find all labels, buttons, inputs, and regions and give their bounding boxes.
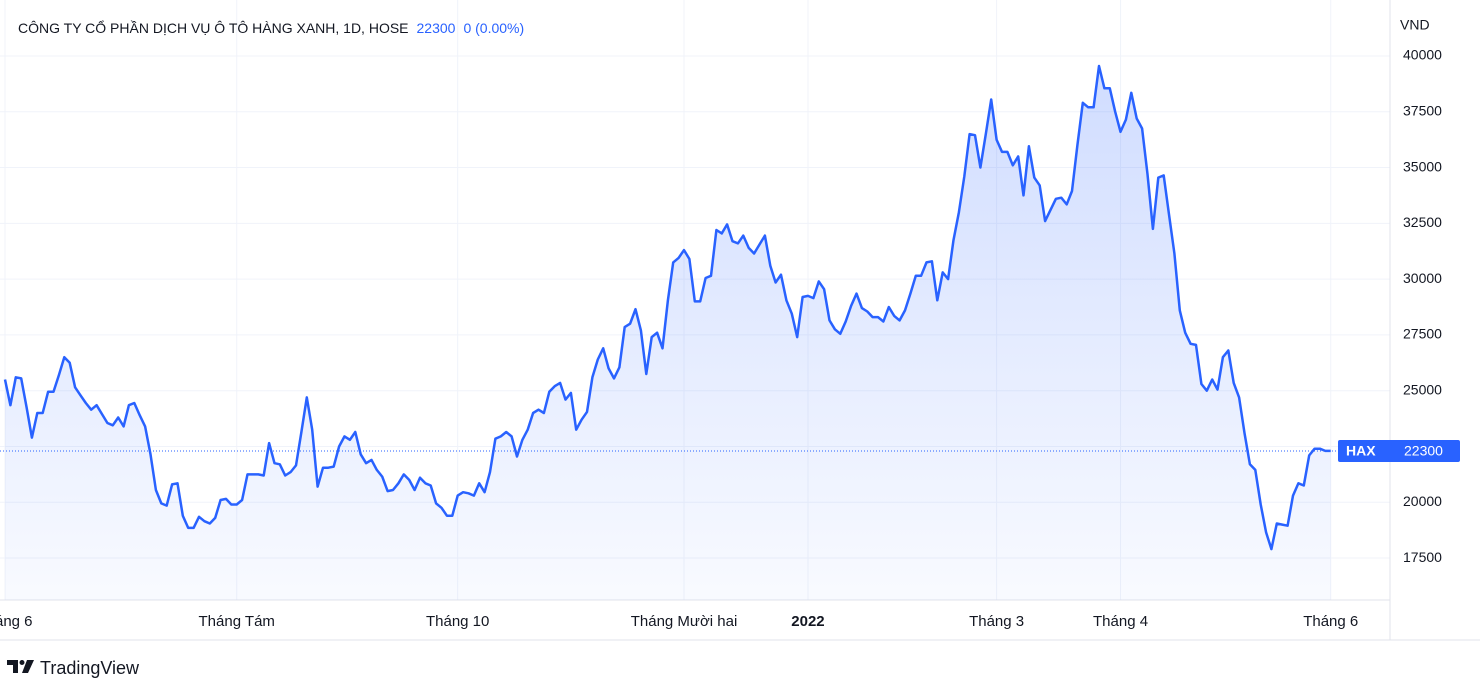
y-tick-label: 35000 — [1403, 158, 1442, 174]
x-tick-label: Tháng 6 — [1303, 613, 1358, 630]
y-tick-label: 27500 — [1403, 326, 1442, 342]
price-label: 22300 — [1404, 443, 1443, 459]
logo — [7, 660, 34, 673]
x-tick-label: Tháng 4 — [1093, 613, 1148, 630]
title: CÔNG TY CỔ PHẦN DỊCH VỤ Ô TÔ HÀNG XANH, … — [18, 20, 409, 36]
x-tick-label: 2022 — [791, 613, 824, 630]
area-fill — [5, 66, 1331, 600]
header: CÔNG TY CỔ PHẦN DỊCH VỤ Ô TÔ HÀNG XANH, … — [18, 20, 532, 36]
x-tick-label: Tháng 3 — [969, 613, 1024, 630]
x-tick-label: Tháng Mười hai — [631, 613, 738, 630]
price-line-series — [3, 64, 1331, 551]
y-unit: VND — [1400, 17, 1430, 33]
y-tick-label: 20000 — [1403, 493, 1442, 509]
y-tick-label: 32500 — [1403, 214, 1442, 230]
x-tick-label: Tháng Tám — [199, 613, 275, 630]
symbol-label: HAX — [1346, 443, 1376, 459]
x-tick-label: Tháng 10 — [426, 613, 489, 630]
y-tick-label: 17500 — [1403, 549, 1442, 565]
branding: TradingView — [40, 658, 140, 678]
y-tick-label: 30000 — [1403, 270, 1442, 286]
y-tick-label: 40000 — [1403, 47, 1442, 63]
x-tick-label: Tháng 6 — [0, 613, 33, 630]
change: 0 (0.00%) — [463, 20, 525, 36]
y-tick-label: 25000 — [1403, 381, 1442, 397]
y-tick-label: 37500 — [1403, 102, 1442, 118]
last-price: 22300 — [416, 20, 456, 36]
price-label-box — [1338, 439, 1460, 462]
